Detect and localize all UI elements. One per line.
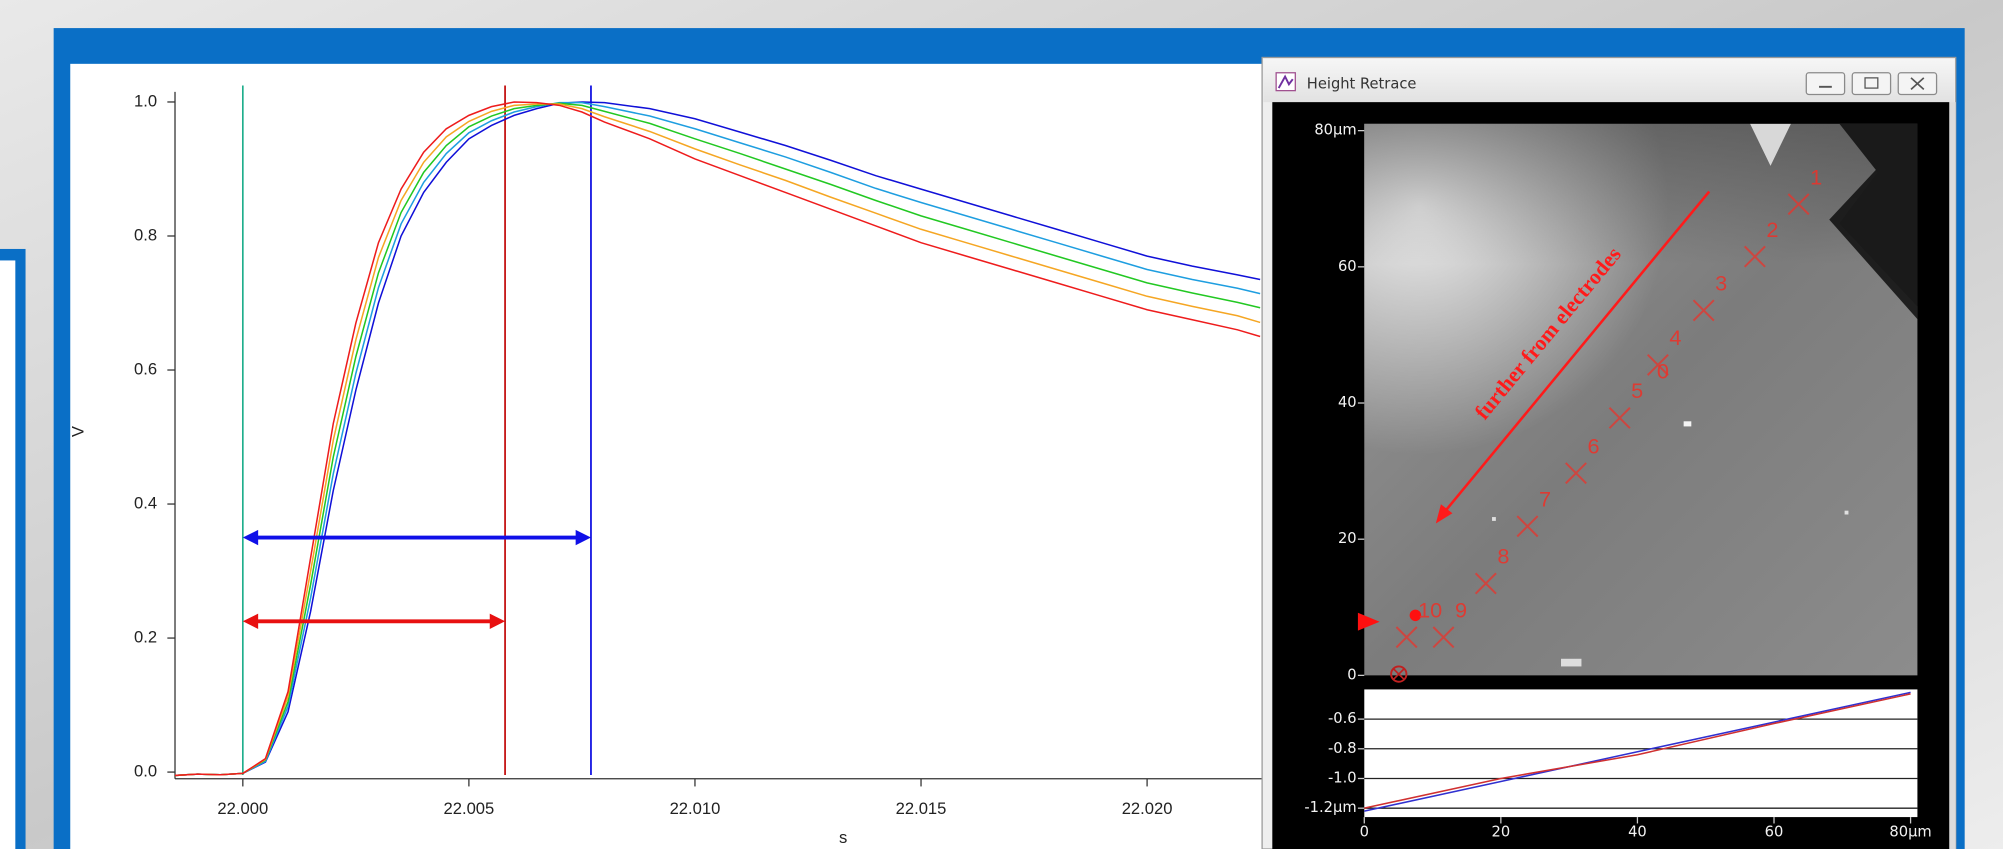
minimize-button[interactable] bbox=[1806, 73, 1844, 95]
x-axis-label: s bbox=[839, 828, 847, 847]
y-tick-label: 0.2 bbox=[134, 627, 157, 646]
window-title: Height Retrace bbox=[1307, 75, 1417, 92]
afm-image: 0 20 40 60 80µm 1 2 3 4 5 6 7 8 9 10 bbox=[1314, 122, 1917, 684]
particle bbox=[1684, 421, 1692, 426]
y-tick-label: -1.0 bbox=[1328, 769, 1357, 786]
point-label: 7 bbox=[1539, 486, 1551, 511]
y-tick-label: -0.6 bbox=[1328, 710, 1357, 727]
x-tick-label: 22.010 bbox=[670, 799, 721, 818]
y-tick-label: 20 bbox=[1338, 530, 1357, 547]
window-icon bbox=[1276, 73, 1295, 91]
x-tick-label: 60 bbox=[1765, 823, 1784, 840]
point-label: 1 bbox=[1810, 164, 1822, 189]
page: { "window": {"title": "Height Retrace"},… bbox=[0, 0, 2003, 849]
point-label: 5 bbox=[1631, 378, 1643, 403]
window-edge bbox=[1949, 102, 1955, 849]
point-label: 6 bbox=[1587, 433, 1599, 458]
y-tick-label: 60 bbox=[1338, 258, 1357, 275]
x-tick-label: 40 bbox=[1628, 823, 1647, 840]
particle bbox=[1492, 517, 1496, 521]
y-tick-label: -0.8 bbox=[1328, 740, 1357, 757]
y-tick-label: 0.0 bbox=[134, 761, 157, 780]
y-tick-label: 0.6 bbox=[134, 359, 157, 378]
point-label: 3 bbox=[1715, 271, 1727, 296]
window-buttons bbox=[1806, 73, 1936, 95]
y-tick-label: 40 bbox=[1338, 394, 1357, 411]
y-tick-label: 0.8 bbox=[134, 225, 157, 244]
y-tick-label: 0 bbox=[1347, 666, 1356, 683]
image-shade bbox=[1364, 124, 1917, 264]
point-label: 8 bbox=[1497, 544, 1509, 569]
point-label: 10 bbox=[1418, 597, 1442, 622]
plot-area bbox=[70, 64, 1264, 849]
y-tick-label: 1.0 bbox=[134, 91, 157, 110]
point-label: 9 bbox=[1455, 597, 1467, 622]
particle bbox=[1561, 659, 1581, 667]
x-tick-label: 20 bbox=[1492, 823, 1511, 840]
particle bbox=[1845, 511, 1849, 515]
y-axis-label: V bbox=[69, 426, 88, 437]
x-tick-label: 22.015 bbox=[896, 799, 947, 818]
annotation: 0 bbox=[1657, 359, 1669, 384]
point-label: 4 bbox=[1669, 325, 1681, 350]
y-tick-label: 0.4 bbox=[134, 493, 157, 512]
x-tick-label: 0 bbox=[1360, 823, 1369, 840]
x-tick-label: 22.000 bbox=[217, 799, 268, 818]
screenshot: s V 0.0 0.2 0.4 0.6 0.8 1.0 22.000 22.005 22.010… bbox=[0, 0, 2003, 849]
y-tick-label: 80µm bbox=[1314, 122, 1356, 139]
side-panel bbox=[0, 260, 15, 849]
maximize-button[interactable] bbox=[1852, 73, 1890, 95]
x-tick-label: 22.020 bbox=[1122, 799, 1173, 818]
x-tick-label: 80µm bbox=[1889, 823, 1931, 840]
x-tick-label: 22.005 bbox=[444, 799, 495, 818]
y-tick-label: -1.2µm bbox=[1304, 799, 1356, 816]
point-label: 2 bbox=[1766, 217, 1778, 242]
